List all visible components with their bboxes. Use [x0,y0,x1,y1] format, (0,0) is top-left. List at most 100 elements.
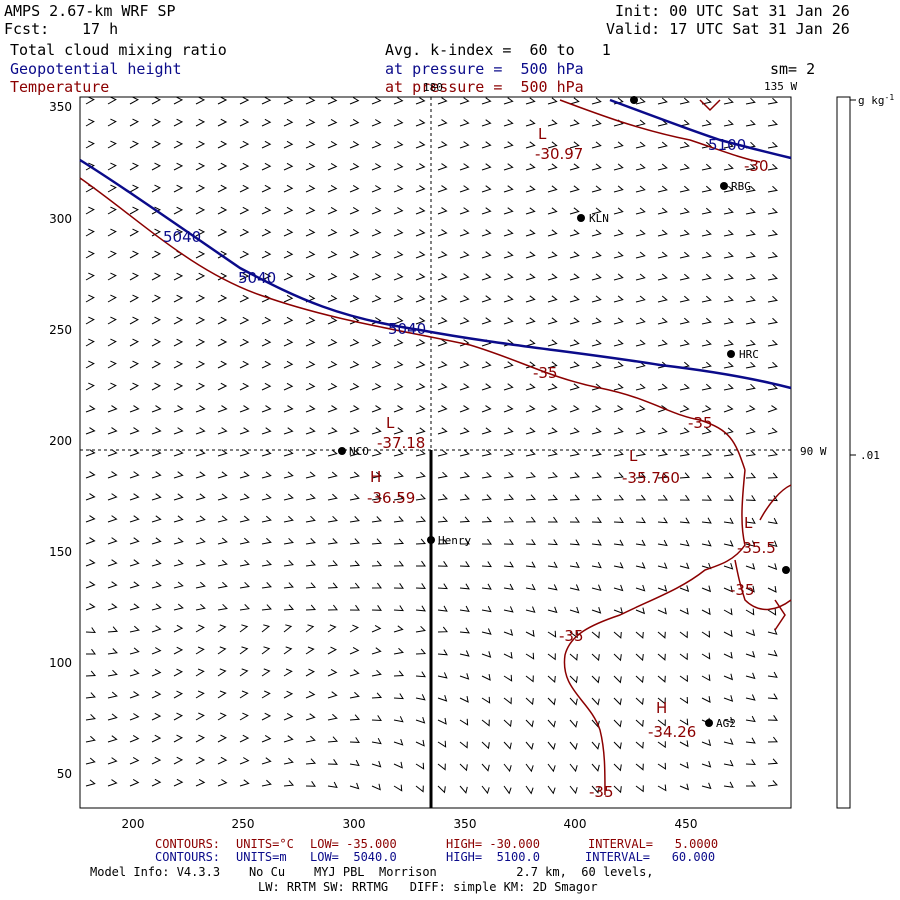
wind-barb [305,360,316,369]
wind-barb [327,471,338,479]
wind-barb [679,653,688,661]
wind-barb [173,537,184,545]
wind-barb [327,162,338,171]
wind-barb [217,756,228,765]
wind-barb [107,691,118,699]
wind-barb [173,603,184,611]
wind-barb [525,719,534,728]
wind-barb [525,97,536,105]
wind-barb [481,719,490,727]
wind-barb [371,97,382,105]
wind-barb [679,119,690,127]
wind-barb [239,427,250,435]
wind-barb [327,382,338,391]
wind-barb [261,537,272,545]
wind-barb [547,561,558,568]
wind-barb [767,780,778,787]
wind-barb [745,694,756,701]
wind-barb [613,607,624,615]
wind-barb [481,207,492,215]
wind-barb [679,251,690,259]
wind-barb [261,582,272,589]
footer-temp-low: LOW= -35.000 [310,837,397,851]
wind-barb [349,449,360,457]
wind-barb [437,583,448,590]
wind-barb [459,97,470,105]
wind-barb [591,97,602,105]
wind-barb [569,631,578,639]
wind-barb [569,207,580,215]
wind-barb [481,427,492,435]
wind-barb [481,763,490,772]
wind-barb [437,207,448,215]
wind-barb [679,631,688,639]
wind-barb [745,185,756,193]
wind-barb [525,405,536,413]
wind-barb [547,427,558,435]
wind-barb [767,472,778,479]
wind-barb [679,229,690,237]
wind-barb [701,229,712,237]
y-tick-label: 100 [49,656,72,670]
wind-barb [701,163,712,171]
wind-barb [481,185,492,193]
wind-barb [481,229,492,237]
wind-barb [767,715,778,721]
wind-barb [503,163,514,171]
wind-barb [151,162,161,171]
wind-barb [481,605,492,613]
wind-barb [613,741,622,750]
wind-barb [415,516,427,523]
wind-barb [613,383,624,391]
wind-barb [723,472,735,479]
wind-barb [151,647,162,655]
wind-barb [85,405,96,413]
wind-barb [591,273,602,281]
wind-barb [107,669,118,677]
wind-barb [723,383,734,391]
wind-barb [261,515,272,523]
wind-barb [481,119,492,127]
wind-barb [283,162,294,171]
wind-barb [173,690,183,699]
wind-barb [525,583,536,591]
y-tick-label: 50 [57,767,72,781]
wind-barb [349,538,360,545]
pressure-geopotential: at pressure = 500 hPa [385,60,584,78]
wind-barb [503,629,514,636]
wind-barb [371,471,382,479]
wind-barb [85,627,96,634]
wind-barb [151,405,162,413]
wind-barb [701,608,711,616]
wind-barb [767,295,778,303]
wind-barb [745,339,756,347]
wind-barb [767,97,778,105]
wind-barb [657,762,667,770]
wind-barb [349,184,360,193]
wind-barb [481,561,492,568]
wind-barb [437,695,448,702]
wind-barb [525,630,535,637]
wind-barb [173,778,184,787]
wind-barb [745,229,756,237]
wind-barb [525,119,536,127]
wind-barb [657,585,668,592]
wind-barb [239,118,250,127]
wind-barb [173,360,184,369]
wind-barb [591,119,602,127]
wind-barb [85,515,96,523]
wind-barb [349,250,360,259]
wind-barb [745,517,756,524]
wind-barb [459,673,470,680]
wind-barb [239,162,250,171]
wind-barb [723,251,734,259]
init-time: Init: 00 UTC Sat 31 Jan 26 [615,2,850,20]
wind-barb [195,515,206,523]
wind-barb [393,295,404,303]
model-info: Model Info: V4.3.3 No Cu MYJ PBL Morriso… [90,865,654,879]
wind-barb [745,119,756,127]
wind-barb [767,119,778,127]
wind-barb [85,338,95,347]
wind-barb [459,763,468,772]
wind-barb [459,141,470,149]
